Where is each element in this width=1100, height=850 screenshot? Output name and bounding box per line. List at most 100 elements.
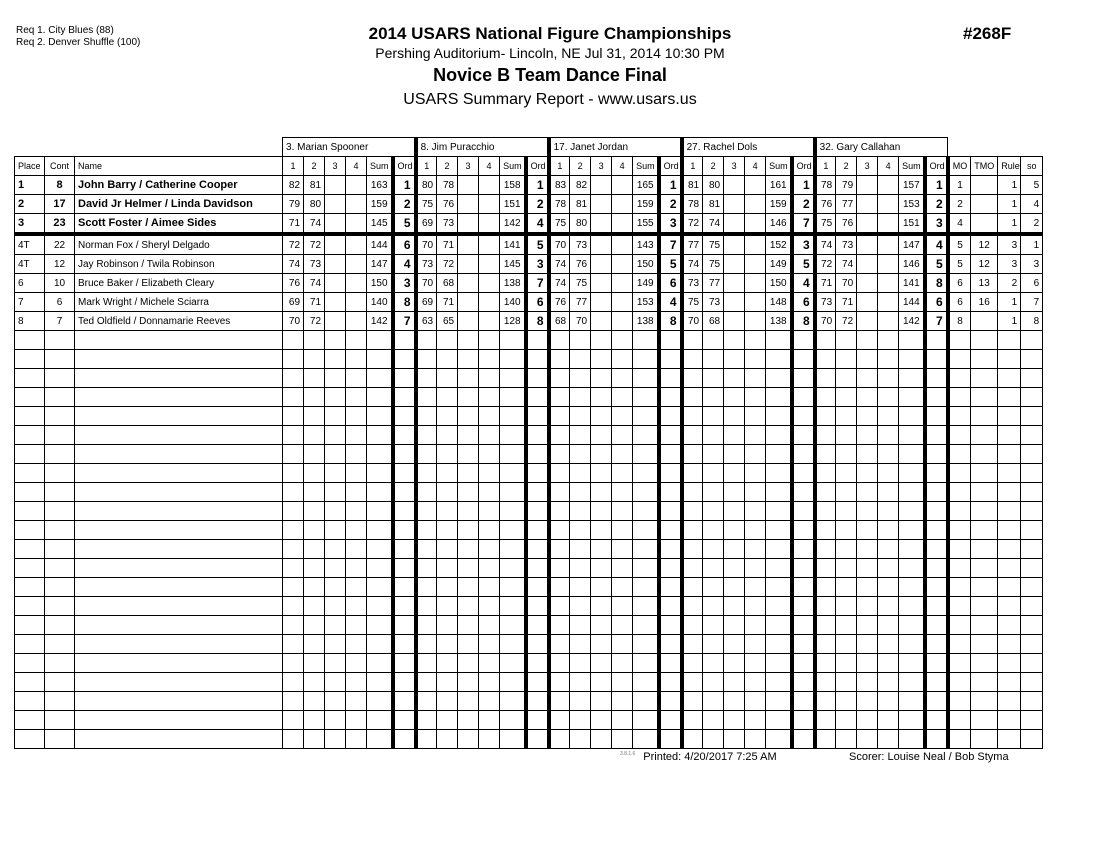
ord-cell: 1 <box>390 175 417 195</box>
sum-cell: 159 <box>366 194 394 214</box>
mark-4-cell <box>345 729 368 749</box>
mark-4-cell <box>877 368 900 388</box>
mark-3-cell <box>590 311 613 331</box>
place-cell: 7 <box>14 292 45 312</box>
mark-2-cell <box>835 349 858 369</box>
mark-1-cell: 76 <box>282 273 305 293</box>
mark-1-cell <box>812 596 837 616</box>
ord-cell <box>922 539 949 559</box>
tmo-cell <box>970 501 999 521</box>
mark-4-cell <box>744 463 767 483</box>
col-ord: Ord <box>390 156 417 176</box>
mark-4-cell <box>877 254 900 274</box>
rule-cell: 3 <box>997 233 1022 255</box>
mark-3-cell <box>324 482 347 502</box>
mark-3-cell <box>590 254 613 274</box>
mark-1-cell: 69 <box>282 292 305 312</box>
so-cell: 7 <box>1020 292 1044 312</box>
ord-cell: 6 <box>656 273 683 293</box>
so-cell: 5 <box>1020 175 1044 195</box>
ord-cell <box>789 539 816 559</box>
mark-3-cell <box>590 501 613 521</box>
rule-cell <box>997 349 1022 369</box>
mark-1-cell <box>812 653 837 673</box>
place-cell <box>14 330 45 350</box>
sum-cell <box>765 634 793 654</box>
mark-2-cell: 77 <box>835 194 858 214</box>
mark-3-cell <box>856 273 879 293</box>
sum-cell <box>765 387 793 407</box>
col-ord: Ord <box>789 156 816 176</box>
table-row: 4T 12 Jay Robinson / Twila Robinson 74 73 147… <box>14 254 1044 274</box>
ord-cell <box>656 691 683 711</box>
mark-2-cell <box>569 425 592 445</box>
mark-1-cell <box>413 520 438 540</box>
mark-1-cell: 78 <box>812 175 837 195</box>
mark-1-cell <box>679 330 704 350</box>
mark-4-cell <box>478 729 501 749</box>
mark-1-cell <box>679 539 704 559</box>
mark-2-cell <box>702 349 725 369</box>
ord-cell <box>922 501 949 521</box>
mark-4-cell <box>478 273 501 293</box>
mark-4-cell <box>611 233 634 255</box>
mark-3-cell <box>590 691 613 711</box>
ord-cell <box>523 558 550 578</box>
sum-cell <box>765 444 793 464</box>
sum-cell <box>898 577 926 597</box>
mark-4-cell <box>744 292 767 312</box>
so-cell <box>1020 691 1044 711</box>
ord-cell <box>656 539 683 559</box>
ord-cell <box>656 444 683 464</box>
mark-3-cell <box>324 463 347 483</box>
mark-3-cell <box>457 330 480 350</box>
cont-cell: 22 <box>44 233 75 255</box>
name-cell: Bruce Baker / Elizabeth Cleary <box>73 273 284 293</box>
cont-cell <box>44 387 75 407</box>
mark-3-cell <box>856 368 879 388</box>
tmo-cell <box>970 520 999 540</box>
ord-cell: 8 <box>656 311 683 331</box>
ord-cell <box>523 615 550 635</box>
so-cell <box>1020 387 1044 407</box>
mark-2-cell <box>702 691 725 711</box>
mark-1-cell <box>413 596 438 616</box>
mark-3-cell <box>590 672 613 692</box>
empty-row <box>14 387 1044 407</box>
ord-cell <box>523 406 550 426</box>
ord-cell <box>656 634 683 654</box>
mark-1-cell <box>546 577 571 597</box>
sum-cell <box>499 482 527 502</box>
mark-2-cell <box>303 406 326 426</box>
mark-1-cell <box>812 615 837 635</box>
mark-4-cell <box>478 558 501 578</box>
mark-4-cell <box>877 729 900 749</box>
mark-1-cell <box>679 387 704 407</box>
mark-4-cell <box>345 672 368 692</box>
mark-2-cell <box>569 387 592 407</box>
mark-2-cell <box>835 444 858 464</box>
mark-2-cell <box>436 672 459 692</box>
rule-cell <box>997 482 1022 502</box>
mark-1-cell: 73 <box>812 292 837 312</box>
mark-2-cell: 68 <box>436 273 459 293</box>
mark-1-cell <box>679 710 704 730</box>
mark-1-cell <box>546 520 571 540</box>
mark-2-cell <box>303 634 326 654</box>
mark-2-cell: 80 <box>569 213 592 236</box>
sum-cell: 140 <box>366 292 394 312</box>
mark-3-cell <box>324 558 347 578</box>
mark-2-cell: 74 <box>835 254 858 274</box>
mark-2-cell <box>303 615 326 635</box>
mark-1-cell <box>679 406 704 426</box>
ord-cell: 2 <box>656 194 683 214</box>
col-mark-4: 4 <box>744 156 767 176</box>
mark-3-cell <box>590 539 613 559</box>
col-mark-1: 1 <box>413 156 438 176</box>
mark-3-cell <box>590 292 613 312</box>
place-cell <box>14 349 45 369</box>
place-cell <box>14 482 45 502</box>
mark-1-cell <box>546 463 571 483</box>
mark-1-cell <box>679 482 704 502</box>
mark-4-cell <box>345 710 368 730</box>
